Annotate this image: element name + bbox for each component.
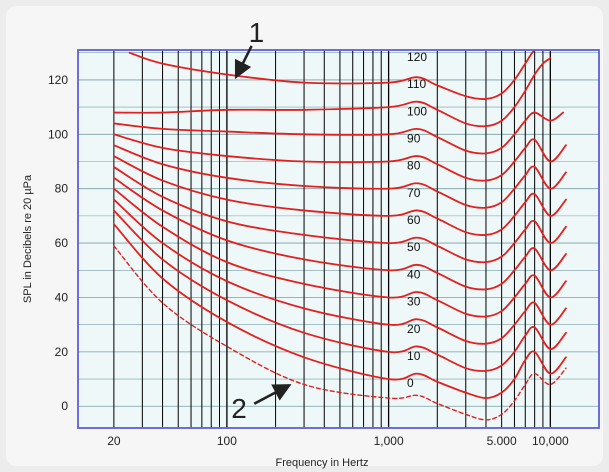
y-tick-label: 60 (55, 236, 69, 250)
y-axis-title: SPL in Decibels re 20 µPa (22, 174, 34, 303)
curve-label-20: 20 (407, 322, 421, 336)
y-tick-label: 80 (55, 182, 69, 196)
curve-label-90: 90 (407, 131, 421, 145)
x-tick-label: 100 (217, 434, 237, 448)
y-tick-label: 40 (55, 290, 69, 304)
curve-label-70: 70 (407, 186, 421, 200)
x-tick-label: 10,000 (532, 434, 569, 448)
y-tick-label: 120 (48, 73, 68, 87)
curve-label-10: 10 (407, 349, 421, 363)
curve-label-30: 30 (407, 295, 421, 309)
x-tick-label: 5.000 (487, 434, 517, 448)
y-tick-label: 0 (61, 399, 68, 413)
x-axis-title: Frequency in Hertz (276, 457, 369, 469)
curve-label-60: 60 (407, 213, 421, 227)
curve-label-40: 40 (407, 267, 421, 281)
x-tick-label: 20 (107, 434, 121, 448)
x-tick-label: 1,000 (374, 434, 404, 448)
curve-label-80: 80 (407, 159, 421, 173)
curve-label-100: 100 (407, 104, 427, 118)
annotation-2-label: 2 (231, 393, 247, 424)
annotation-1-label: 1 (249, 17, 265, 48)
curve-label-0: 0 (407, 376, 414, 390)
curve-label-110: 110 (407, 77, 426, 91)
curve-label-120: 120 (407, 50, 427, 64)
y-tick-label: 20 (55, 345, 69, 359)
y-tick-label: 100 (48, 127, 68, 141)
curve-label-50: 50 (407, 240, 421, 254)
